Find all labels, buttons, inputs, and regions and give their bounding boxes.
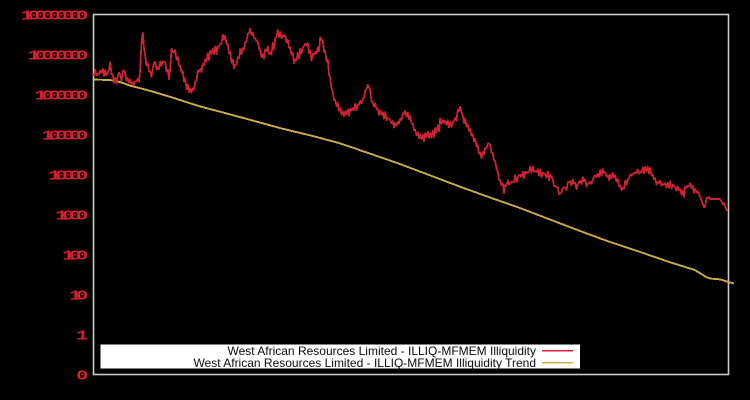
svg-text:0: 0 <box>69 90 81 105</box>
svg-text:0: 0 <box>76 370 88 385</box>
svg-text:0: 0 <box>55 10 67 25</box>
svg-text:0: 0 <box>62 50 74 65</box>
svg-text:0: 0 <box>76 250 88 265</box>
svg-text:0: 0 <box>62 210 74 225</box>
svg-text:1: 1 <box>69 290 81 305</box>
svg-text:0: 0 <box>76 50 88 65</box>
svg-text:0: 0 <box>69 170 81 185</box>
svg-text:0: 0 <box>76 10 88 25</box>
svg-text:0: 0 <box>76 90 88 105</box>
svg-text:0: 0 <box>62 170 74 185</box>
svg-text:0: 0 <box>69 130 81 145</box>
svg-text:0: 0 <box>62 10 74 25</box>
svg-text:0: 0 <box>42 90 54 105</box>
svg-text:1: 1 <box>49 170 61 185</box>
svg-text:1: 1 <box>21 10 33 25</box>
svg-text:0: 0 <box>62 90 74 105</box>
svg-text:0: 0 <box>35 10 47 25</box>
svg-text:0: 0 <box>76 290 88 305</box>
svg-text:0: 0 <box>49 50 61 65</box>
svg-text:0: 0 <box>76 170 88 185</box>
svg-text:0: 0 <box>76 210 88 225</box>
svg-text:0: 0 <box>55 170 67 185</box>
svg-text:0: 0 <box>62 130 74 145</box>
svg-text:1: 1 <box>35 90 47 105</box>
svg-text:0: 0 <box>76 130 88 145</box>
svg-text:0: 0 <box>49 10 61 25</box>
svg-text:West African Resources Limited: West African Resources Limited - ILLIQ-M… <box>193 356 536 370</box>
svg-text:0: 0 <box>69 50 81 65</box>
svg-text:1: 1 <box>55 210 67 225</box>
svg-text:0: 0 <box>42 50 54 65</box>
svg-text:0: 0 <box>55 50 67 65</box>
svg-text:1: 1 <box>42 130 54 145</box>
svg-text:1: 1 <box>62 250 74 265</box>
svg-text:0: 0 <box>69 10 81 25</box>
svg-text:West African Resources Limited: West African Resources Limited - ILLIQ-M… <box>227 344 536 358</box>
svg-text:0: 0 <box>42 10 54 25</box>
svg-text:0: 0 <box>55 90 67 105</box>
svg-text:1: 1 <box>76 330 88 345</box>
svg-text:0: 0 <box>35 50 47 65</box>
svg-text:0: 0 <box>49 90 61 105</box>
svg-text:0: 0 <box>69 250 81 265</box>
svg-text:0: 0 <box>49 130 61 145</box>
svg-text:1: 1 <box>28 50 40 65</box>
svg-text:0: 0 <box>28 10 40 25</box>
svg-text:0: 0 <box>55 130 67 145</box>
svg-text:0: 0 <box>69 210 81 225</box>
